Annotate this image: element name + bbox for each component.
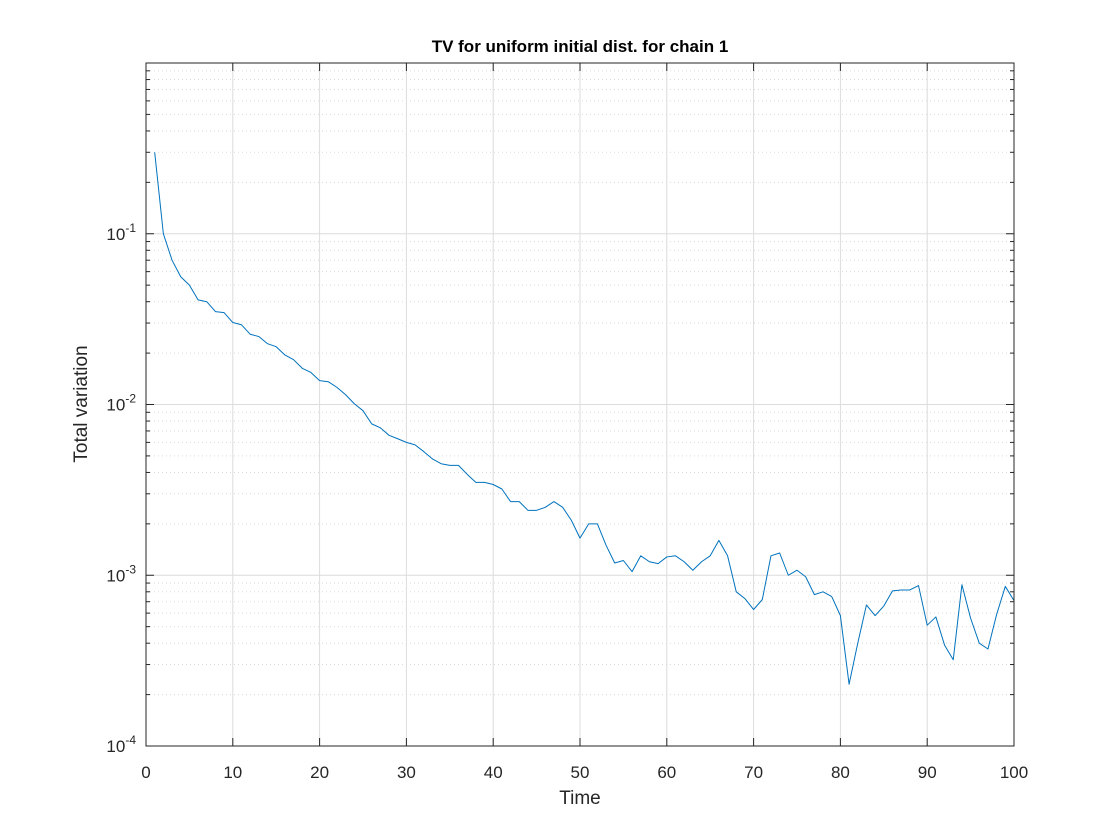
x-tick-label: 40 [484,763,503,782]
y-tick-labels: 10-4 10-3 10-2 10-1 [106,221,136,756]
grid-lines [145,63,1015,747]
x-tick-label: 70 [744,763,763,782]
x-tick-label: 30 [397,763,416,782]
x-tick-label: 10 [223,763,242,782]
x-tick-label: 80 [831,763,850,782]
chart-title: TV for uniform initial dist. for chain 1 [432,37,729,56]
tick-marks [145,63,1015,747]
series-group [154,152,1015,685]
y-tick-label: 10-3 [106,562,136,585]
y-tick-label: 10-2 [106,392,136,415]
x-tick-label: 90 [918,763,937,782]
x-tick-label: 60 [657,763,676,782]
x-tick-labels: 0 10 20 30 40 50 60 70 80 90 100 [141,763,1028,782]
x-tick-label: 50 [571,763,590,782]
x-tick-label: 0 [141,763,150,782]
x-tick-label: 100 [1000,763,1028,782]
y-axis-label: Total variation [71,345,92,462]
x-axis-label: Time [559,788,601,809]
series-line [154,152,1015,685]
y-tick-label: 10-4 [106,733,136,756]
y-tick-label: 10-1 [106,221,136,244]
x-tick-label: 20 [310,763,329,782]
